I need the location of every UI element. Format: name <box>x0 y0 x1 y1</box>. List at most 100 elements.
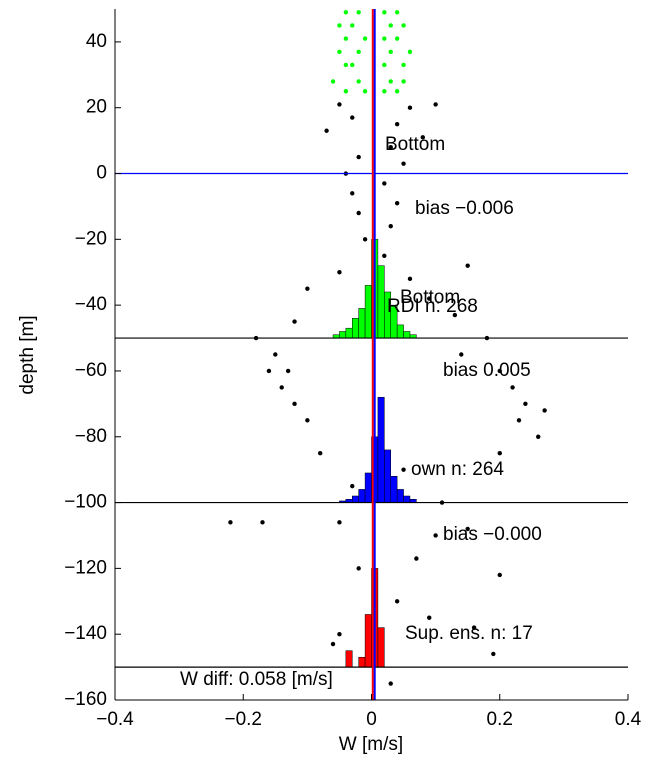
point <box>350 115 355 120</box>
point <box>266 368 272 374</box>
point <box>433 533 438 538</box>
point <box>337 102 342 107</box>
point <box>330 79 336 84</box>
point <box>427 615 432 620</box>
point <box>337 631 342 637</box>
point <box>382 36 387 41</box>
point <box>318 451 323 456</box>
annotation: Bottom <box>385 134 445 155</box>
point <box>401 467 406 472</box>
point <box>452 312 458 318</box>
y-tick-label: −40 <box>75 294 107 315</box>
annotation: Bottom <box>400 287 460 308</box>
point <box>394 89 400 94</box>
point <box>401 62 406 68</box>
point <box>427 296 432 301</box>
point <box>305 286 310 291</box>
hist-bar <box>358 656 366 668</box>
y-tick-label: 40 <box>86 31 107 52</box>
point <box>523 401 528 407</box>
annotation: own n: 264 <box>411 459 504 480</box>
y-tick-label: −60 <box>75 360 107 381</box>
point <box>394 200 400 206</box>
hist-bar <box>396 324 404 339</box>
y-tick-label: −120 <box>64 557 107 578</box>
x-axis-label: W [m/s] <box>339 734 403 755</box>
annotation: W diff: 0.058 [m/s] <box>180 669 333 690</box>
hist-bar <box>352 495 359 503</box>
point <box>388 681 393 686</box>
point <box>542 408 547 413</box>
hist-bar <box>364 472 372 503</box>
point <box>337 23 342 28</box>
point <box>292 319 297 324</box>
point <box>273 352 278 357</box>
point <box>465 263 470 268</box>
x-tick-label: 0 <box>366 709 377 730</box>
point <box>382 62 387 68</box>
point <box>420 135 425 140</box>
point <box>388 49 393 54</box>
hist-bar <box>403 331 411 339</box>
point <box>382 89 387 94</box>
point <box>350 483 355 489</box>
point <box>343 10 349 15</box>
y-tick-label: −140 <box>64 623 107 644</box>
point <box>356 210 361 216</box>
point <box>388 79 393 84</box>
point <box>394 599 400 604</box>
hist-bar <box>358 308 366 339</box>
point <box>465 526 470 532</box>
x-tick-label: −0.4 <box>96 709 134 730</box>
hist-bar <box>377 397 385 503</box>
point <box>382 253 387 258</box>
point <box>343 62 349 68</box>
annotation: bias −0.000 <box>443 524 542 545</box>
hist-bar <box>345 327 353 339</box>
hist-bar <box>384 449 391 503</box>
hist-bar <box>377 627 385 668</box>
point <box>510 385 515 390</box>
point <box>260 520 265 525</box>
point <box>343 36 349 41</box>
point <box>414 556 419 561</box>
point <box>388 145 393 150</box>
annotation: bias 0.005 <box>443 360 531 381</box>
point <box>497 451 502 456</box>
point <box>407 49 413 54</box>
point <box>394 121 400 127</box>
point <box>356 79 361 84</box>
point <box>330 641 336 647</box>
y-tick-label: 20 <box>86 97 107 118</box>
point <box>433 102 438 107</box>
point <box>401 79 406 84</box>
point <box>356 154 361 160</box>
point <box>356 49 361 54</box>
hist-bar <box>364 285 372 339</box>
hist-bar <box>345 650 353 668</box>
y-tick-label: −100 <box>64 492 107 513</box>
point <box>401 161 406 166</box>
x-tick-label: 0.2 <box>487 709 513 730</box>
point <box>388 223 393 229</box>
point <box>305 418 310 423</box>
point <box>337 49 342 54</box>
point <box>491 651 496 657</box>
hist-bar <box>364 614 372 668</box>
point <box>459 352 464 357</box>
point <box>382 10 387 15</box>
point <box>388 23 393 28</box>
x-tick-label: 0.4 <box>615 709 642 730</box>
point <box>394 36 400 41</box>
point <box>362 89 368 94</box>
point <box>285 368 291 374</box>
annotation: bias −0.006 <box>415 198 514 219</box>
point <box>337 270 342 275</box>
point <box>356 10 361 15</box>
annotation: RDI n: 268 <box>387 296 478 317</box>
point <box>497 572 502 578</box>
point <box>516 418 522 423</box>
point <box>401 23 406 28</box>
point <box>337 520 342 525</box>
